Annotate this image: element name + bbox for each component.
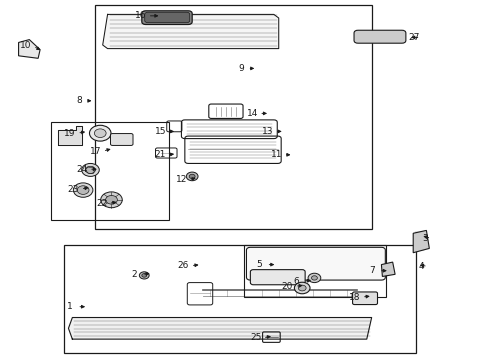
Text: 20: 20 [281, 282, 293, 291]
Text: 2: 2 [131, 270, 137, 279]
Polygon shape [412, 230, 428, 253]
Text: 11: 11 [270, 150, 282, 159]
Text: 7: 7 [368, 266, 374, 275]
Text: 13: 13 [262, 127, 273, 136]
Text: 8: 8 [76, 96, 82, 105]
Text: 3: 3 [422, 234, 427, 243]
FancyBboxPatch shape [142, 11, 192, 24]
Bar [95, 5, 371, 229]
Circle shape [307, 273, 320, 283]
Text: 25: 25 [249, 333, 261, 342]
Circle shape [85, 166, 95, 174]
Text: 10: 10 [20, 40, 31, 49]
Text: 17: 17 [89, 147, 101, 156]
Circle shape [294, 282, 309, 294]
Circle shape [94, 129, 106, 138]
Circle shape [105, 195, 117, 204]
Bar [244, 245, 386, 297]
Text: 15: 15 [154, 127, 166, 136]
Text: 27: 27 [407, 33, 419, 42]
Circle shape [89, 125, 111, 141]
Circle shape [139, 272, 149, 279]
Circle shape [73, 183, 93, 197]
Text: 1: 1 [67, 302, 73, 311]
Bar [63, 245, 415, 353]
Bar [51, 122, 168, 220]
FancyBboxPatch shape [246, 247, 385, 280]
Circle shape [77, 186, 89, 194]
FancyBboxPatch shape [110, 134, 133, 145]
Text: 4: 4 [418, 262, 424, 271]
Text: 22: 22 [96, 199, 107, 208]
Circle shape [311, 276, 317, 280]
FancyBboxPatch shape [144, 12, 189, 23]
Text: 16: 16 [135, 12, 146, 21]
Text: 12: 12 [176, 175, 187, 184]
Polygon shape [68, 318, 371, 339]
Circle shape [189, 174, 195, 179]
Circle shape [81, 163, 99, 176]
Circle shape [142, 274, 146, 277]
Polygon shape [102, 14, 278, 49]
Text: 18: 18 [348, 292, 360, 302]
Text: 14: 14 [246, 109, 258, 118]
Text: 23: 23 [67, 184, 79, 194]
Text: 6: 6 [292, 277, 298, 286]
Circle shape [186, 172, 198, 181]
Text: 5: 5 [256, 260, 262, 269]
Polygon shape [381, 262, 394, 276]
Text: 21: 21 [154, 150, 166, 159]
FancyBboxPatch shape [352, 292, 377, 305]
Text: 19: 19 [64, 129, 76, 138]
FancyBboxPatch shape [353, 30, 405, 43]
Polygon shape [19, 40, 40, 58]
Text: 26: 26 [177, 261, 189, 270]
FancyBboxPatch shape [250, 270, 305, 285]
Polygon shape [58, 126, 82, 145]
Circle shape [298, 285, 305, 291]
Circle shape [101, 192, 122, 208]
Text: 24: 24 [76, 165, 87, 174]
Text: 9: 9 [238, 64, 244, 73]
